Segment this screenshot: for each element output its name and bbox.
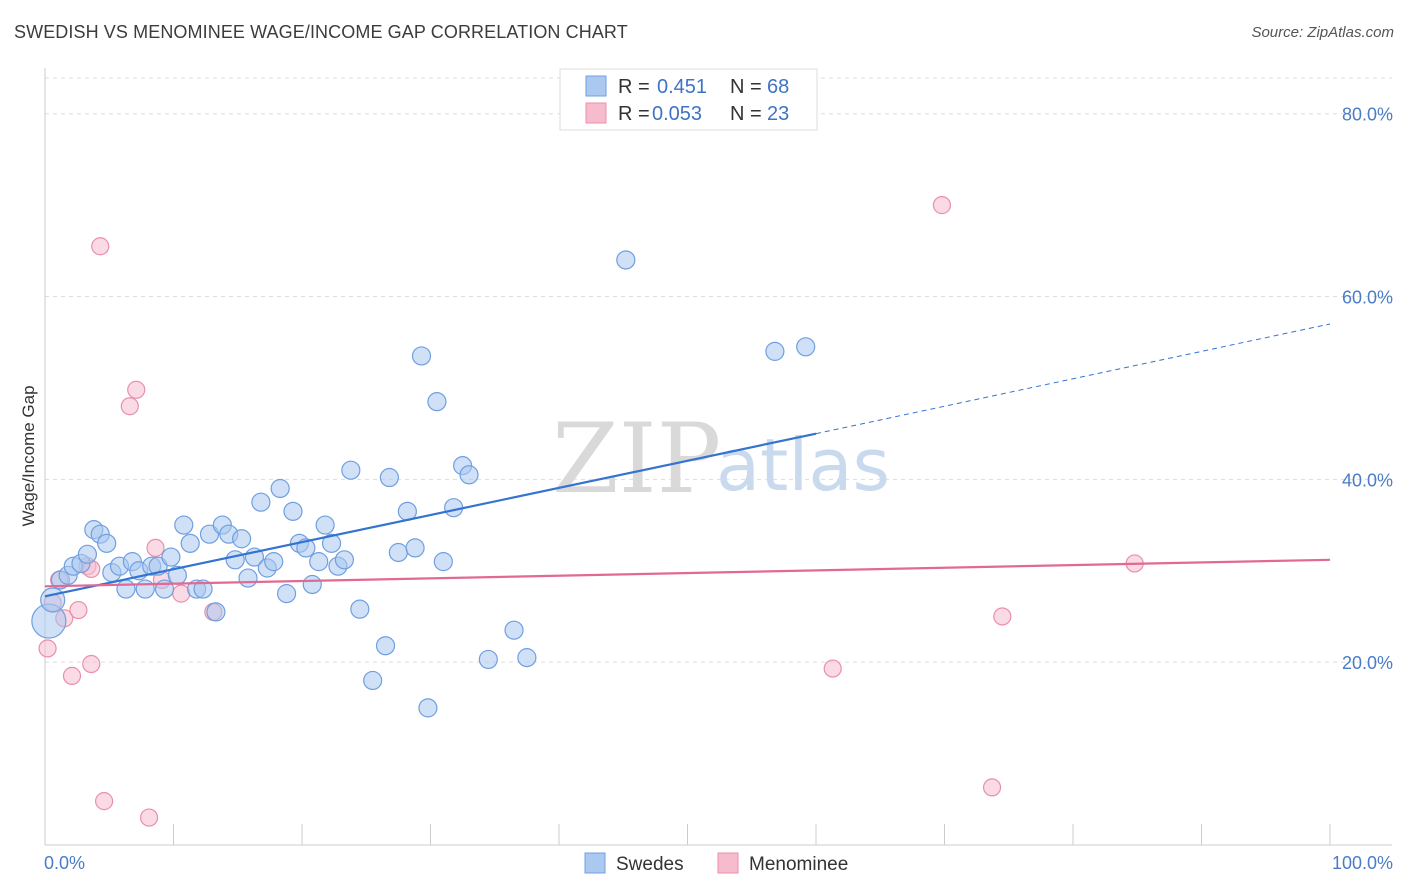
x-tick-label-0: 0.0%: [44, 853, 85, 873]
menominee-point-9: [91, 237, 110, 256]
menominee-r-value: 0.053: [652, 103, 702, 125]
swedes-point-66: [765, 341, 785, 361]
swedes-n-label: N =: [730, 76, 762, 98]
swedes-point-62: [478, 649, 498, 670]
trend-lines: [44, 323, 1331, 598]
swedes-point-42: [309, 552, 329, 572]
swedes-point-33: [251, 492, 271, 512]
menominee-point-19: [932, 196, 952, 215]
menominee-point-4: [62, 666, 82, 685]
swedes-point-21: [174, 515, 194, 535]
swedes-point-41: [302, 574, 322, 595]
swedes-point-49: [363, 670, 383, 691]
legend-menominee-swatch: [717, 852, 739, 874]
swedes-point-64: [517, 648, 537, 668]
menominee-point-18: [823, 659, 842, 678]
stats-legend: R = 0.451 N = 68 R = 0.053 N = 23: [559, 68, 818, 131]
swedes-point-51: [379, 467, 399, 488]
swedes-point-63: [504, 620, 524, 640]
x-tick-labels: 0.0% 100.0%: [44, 853, 1393, 873]
swedes-point-47: [341, 460, 361, 480]
swedes-point-22: [180, 533, 200, 553]
swedes-point-40: [296, 538, 316, 558]
swedes-point-30: [232, 529, 252, 549]
swedes-point-12: [116, 579, 136, 599]
series-legend: Swedes Menominee: [584, 852, 848, 875]
menominee-point-0: [38, 639, 57, 658]
swedes-point-1: [40, 587, 66, 613]
swedes-point-48: [350, 599, 370, 619]
swedes-point-37: [276, 584, 297, 604]
swedes-point-31: [238, 568, 258, 588]
menominee-trend-line: [44, 558, 1331, 588]
chart-source: Source: ZipAtlas.com: [1251, 24, 1394, 41]
swedes-point-44: [321, 533, 342, 553]
y-axis-label: Wage/Income Gap: [19, 385, 38, 526]
swedes-point-57: [427, 392, 447, 412]
swedes-point-52: [388, 542, 408, 563]
swedes-point-54: [405, 538, 425, 558]
swedes-r-label: R =: [618, 76, 650, 98]
menominee-point-14: [146, 538, 165, 558]
y-tick-label-0: 20.0%: [1342, 653, 1393, 673]
menominee-point-20: [982, 778, 1002, 797]
menominee-point-8: [82, 654, 101, 674]
y-tick-label-2: 60.0%: [1342, 288, 1393, 308]
menominee-point-13: [139, 808, 159, 827]
legend-swedes-label: Swedes: [616, 854, 684, 875]
x-tick-label-1: 100.0%: [1332, 853, 1393, 873]
menominee-point-5: [69, 600, 88, 620]
menominee-point-12: [127, 380, 146, 399]
swedes-trend-extension: [815, 323, 1331, 435]
swedes-swatch: [585, 75, 607, 97]
swedes-points: [31, 250, 816, 718]
chart-title: SWEDISH VS MENOMINEE WAGE/INCOME GAP COR…: [14, 22, 628, 42]
swedes-n-value: 68: [767, 76, 789, 98]
menominee-swatch: [585, 102, 607, 124]
swedes-point-29: [225, 550, 245, 570]
y-tick-label-1: 40.0%: [1342, 470, 1393, 490]
swedes-r-value: 0.451: [657, 76, 707, 98]
menominee-n-label: N =: [730, 103, 762, 125]
swedes-trend-line: [44, 432, 817, 598]
swedes-point-19: [161, 547, 181, 567]
swedes-point-24: [193, 579, 213, 599]
swedes-point-56: [418, 698, 438, 718]
menominee-point-21: [993, 607, 1012, 626]
menominee-r-label: R =: [618, 103, 650, 125]
watermark: ZIP atlas: [552, 403, 890, 515]
swedes-point-58: [433, 552, 453, 572]
swedes-point-55: [411, 346, 432, 366]
swedes-point-65: [616, 250, 636, 270]
swedes-point-46: [334, 550, 355, 570]
swedes-point-35: [264, 552, 284, 572]
swedes-point-43: [315, 515, 335, 535]
y-tick-labels: 20.0% 40.0% 60.0% 80.0%: [1342, 105, 1393, 673]
swedes-point-61: [459, 465, 479, 485]
axes: [44, 68, 1392, 846]
menominee-point-10: [95, 792, 114, 811]
legend-menominee-label: Menominee: [749, 854, 848, 875]
swedes-point-67: [796, 337, 816, 357]
legend-swedes-swatch: [584, 852, 606, 874]
swedes-point-9: [97, 533, 117, 553]
swedes-point-36: [270, 478, 290, 499]
swedes-point-6: [77, 544, 98, 564]
y-tick-label-3: 80.0%: [1342, 105, 1393, 125]
menominee-point-11: [120, 397, 139, 416]
swedes-point-50: [375, 636, 396, 656]
swedes-point-15: [135, 579, 155, 599]
menominee-n-value: 23: [767, 103, 789, 125]
swedes-point-26: [206, 602, 226, 622]
swedes-point-38: [283, 501, 303, 521]
